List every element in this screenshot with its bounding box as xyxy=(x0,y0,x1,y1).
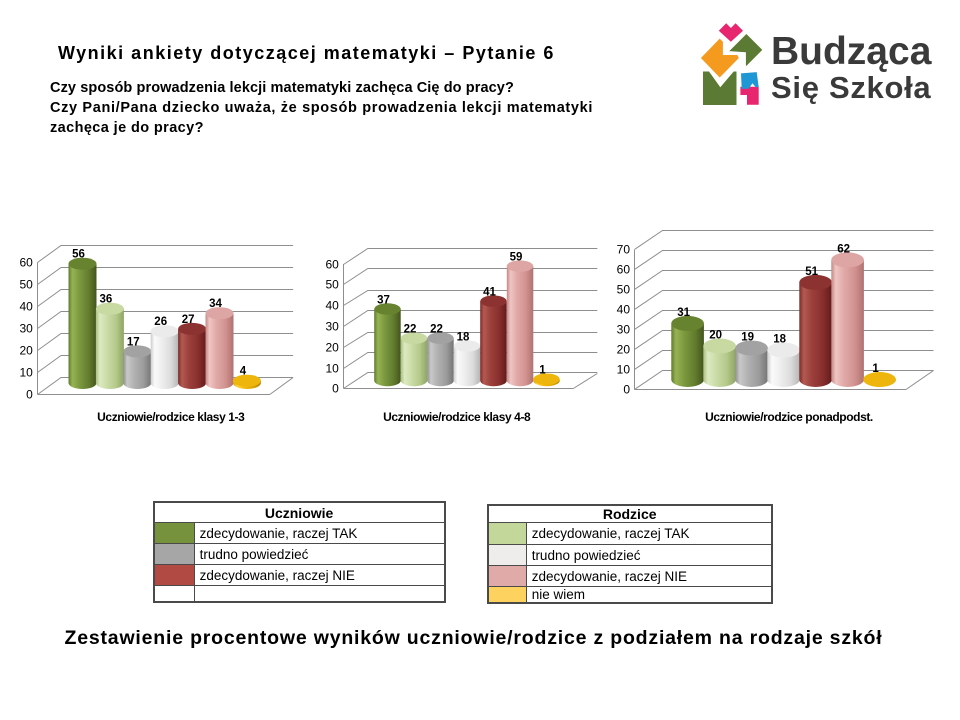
svg-text:0: 0 xyxy=(332,382,339,396)
svg-text:0: 0 xyxy=(26,388,33,402)
svg-text:20: 20 xyxy=(19,344,33,358)
svg-text:22: 22 xyxy=(404,324,417,336)
svg-text:60: 60 xyxy=(325,258,339,272)
svg-text:26: 26 xyxy=(154,316,167,328)
svg-text:59: 59 xyxy=(510,251,523,263)
svg-text:60: 60 xyxy=(617,263,631,277)
svg-text:20: 20 xyxy=(709,330,722,342)
svg-text:62: 62 xyxy=(837,243,850,255)
svg-text:30: 30 xyxy=(19,322,33,336)
svg-text:22: 22 xyxy=(430,324,443,336)
svg-text:17: 17 xyxy=(127,336,140,348)
svg-text:37: 37 xyxy=(377,294,390,306)
svg-text:27: 27 xyxy=(182,314,195,326)
svg-text:40: 40 xyxy=(617,303,631,317)
svg-text:34: 34 xyxy=(209,298,222,310)
svg-text:31: 31 xyxy=(677,307,690,319)
svg-text:10: 10 xyxy=(19,366,33,380)
svg-text:20: 20 xyxy=(325,341,339,355)
svg-text:10: 10 xyxy=(325,362,339,376)
svg-text:50: 50 xyxy=(617,283,631,297)
svg-text:20: 20 xyxy=(617,343,631,357)
svg-text:41: 41 xyxy=(483,287,496,299)
svg-text:30: 30 xyxy=(617,323,631,337)
svg-text:51: 51 xyxy=(805,266,818,278)
svg-text:1: 1 xyxy=(872,363,879,375)
svg-text:4: 4 xyxy=(240,366,247,378)
svg-text:0: 0 xyxy=(623,383,630,397)
svg-text:Uczniowie/rodzice klasy 1-3: Uczniowie/rodzice klasy 1-3 xyxy=(97,410,245,424)
svg-text:36: 36 xyxy=(100,294,113,306)
svg-text:50: 50 xyxy=(19,278,33,292)
svg-text:19: 19 xyxy=(741,332,754,344)
svg-text:18: 18 xyxy=(773,334,786,346)
svg-text:Uczniowie/rodzice ponadpodst.: Uczniowie/rodzice ponadpodst. xyxy=(705,410,873,424)
svg-text:10: 10 xyxy=(617,363,631,377)
svg-text:50: 50 xyxy=(325,278,339,292)
svg-text:60: 60 xyxy=(19,256,33,270)
svg-text:18: 18 xyxy=(457,331,470,343)
svg-text:40: 40 xyxy=(325,299,339,313)
svg-text:1: 1 xyxy=(539,365,546,377)
svg-text:56: 56 xyxy=(72,249,85,261)
svg-text:40: 40 xyxy=(19,300,33,314)
svg-text:70: 70 xyxy=(617,243,631,257)
svg-text:Uczniowie/rodzice klasy 4-8: Uczniowie/rodzice klasy 4-8 xyxy=(383,410,531,424)
svg-text:30: 30 xyxy=(325,320,339,334)
